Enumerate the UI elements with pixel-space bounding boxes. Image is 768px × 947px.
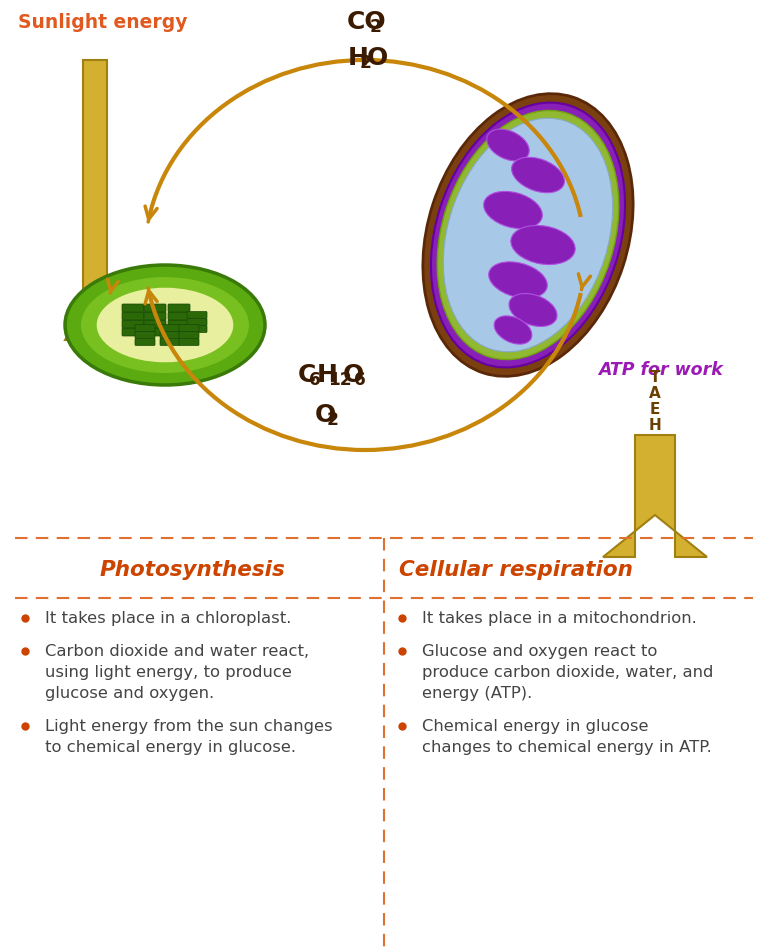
FancyBboxPatch shape	[122, 320, 144, 328]
Text: E: E	[650, 402, 660, 417]
FancyBboxPatch shape	[179, 338, 199, 346]
FancyBboxPatch shape	[135, 325, 155, 331]
Text: 6: 6	[354, 371, 366, 389]
FancyBboxPatch shape	[168, 304, 190, 312]
Text: changes to chemical energy in ATP.: changes to chemical energy in ATP.	[422, 740, 712, 755]
Ellipse shape	[96, 287, 234, 363]
Ellipse shape	[431, 102, 625, 367]
Text: using light energy, to produce: using light energy, to produce	[45, 665, 292, 680]
Text: Sunlight energy: Sunlight energy	[18, 12, 187, 31]
Polygon shape	[65, 60, 125, 340]
Text: It takes place in a mitochondrion.: It takes place in a mitochondrion.	[422, 611, 697, 626]
Polygon shape	[603, 435, 707, 557]
Ellipse shape	[437, 111, 619, 360]
Text: Cellular respiration: Cellular respiration	[399, 560, 633, 580]
FancyBboxPatch shape	[160, 331, 180, 338]
FancyBboxPatch shape	[168, 312, 190, 320]
Text: It takes place in a chloroplast.: It takes place in a chloroplast.	[45, 611, 291, 626]
Ellipse shape	[509, 294, 557, 327]
Text: Photosynthesis: Photosynthesis	[100, 560, 286, 580]
Text: C: C	[298, 363, 316, 387]
FancyBboxPatch shape	[122, 312, 144, 320]
Text: H: H	[316, 363, 338, 387]
Text: 12: 12	[328, 371, 352, 389]
Text: A: A	[649, 385, 661, 401]
FancyBboxPatch shape	[168, 320, 190, 328]
Ellipse shape	[65, 265, 265, 385]
Ellipse shape	[488, 261, 548, 298]
Text: T: T	[650, 369, 660, 384]
Text: glucose and oxygen.: glucose and oxygen.	[45, 686, 214, 701]
Text: 2: 2	[326, 411, 338, 429]
Text: O: O	[343, 363, 364, 387]
Ellipse shape	[423, 94, 633, 376]
FancyBboxPatch shape	[187, 318, 207, 326]
Text: energy (ATP).: energy (ATP).	[422, 686, 532, 701]
Text: Carbon dioxide and water react,: Carbon dioxide and water react,	[45, 644, 310, 658]
FancyBboxPatch shape	[135, 338, 155, 346]
FancyBboxPatch shape	[122, 304, 144, 312]
Text: O: O	[315, 403, 336, 427]
Ellipse shape	[511, 157, 564, 193]
Text: 2: 2	[359, 54, 371, 72]
Ellipse shape	[487, 129, 529, 161]
FancyBboxPatch shape	[187, 312, 207, 318]
Text: O: O	[367, 46, 388, 70]
FancyBboxPatch shape	[168, 328, 190, 336]
Text: 6: 6	[310, 371, 321, 389]
Text: Light energy from the sun changes: Light energy from the sun changes	[45, 719, 333, 734]
FancyBboxPatch shape	[135, 331, 155, 338]
Ellipse shape	[484, 191, 542, 228]
Text: produce carbon dioxide, water, and: produce carbon dioxide, water, and	[422, 665, 713, 680]
FancyBboxPatch shape	[187, 326, 207, 332]
FancyBboxPatch shape	[144, 328, 166, 336]
Text: Glucose and oxygen react to: Glucose and oxygen react to	[422, 644, 657, 658]
Text: Chemical energy in glucose: Chemical energy in glucose	[422, 719, 648, 734]
FancyBboxPatch shape	[144, 320, 166, 328]
FancyBboxPatch shape	[144, 312, 166, 320]
Ellipse shape	[443, 118, 613, 351]
Ellipse shape	[80, 276, 250, 374]
FancyBboxPatch shape	[160, 325, 180, 331]
Ellipse shape	[494, 316, 532, 344]
Text: H: H	[348, 46, 369, 70]
Text: to chemical energy in glucose.: to chemical energy in glucose.	[45, 740, 296, 755]
Text: ATP for work: ATP for work	[598, 361, 723, 379]
FancyBboxPatch shape	[160, 338, 180, 346]
Ellipse shape	[511, 225, 575, 264]
FancyBboxPatch shape	[179, 325, 199, 331]
Text: CO: CO	[347, 10, 386, 34]
Text: 2: 2	[369, 18, 381, 36]
FancyBboxPatch shape	[122, 328, 144, 336]
Text: H: H	[649, 418, 661, 433]
FancyBboxPatch shape	[179, 331, 199, 338]
FancyBboxPatch shape	[144, 304, 166, 312]
